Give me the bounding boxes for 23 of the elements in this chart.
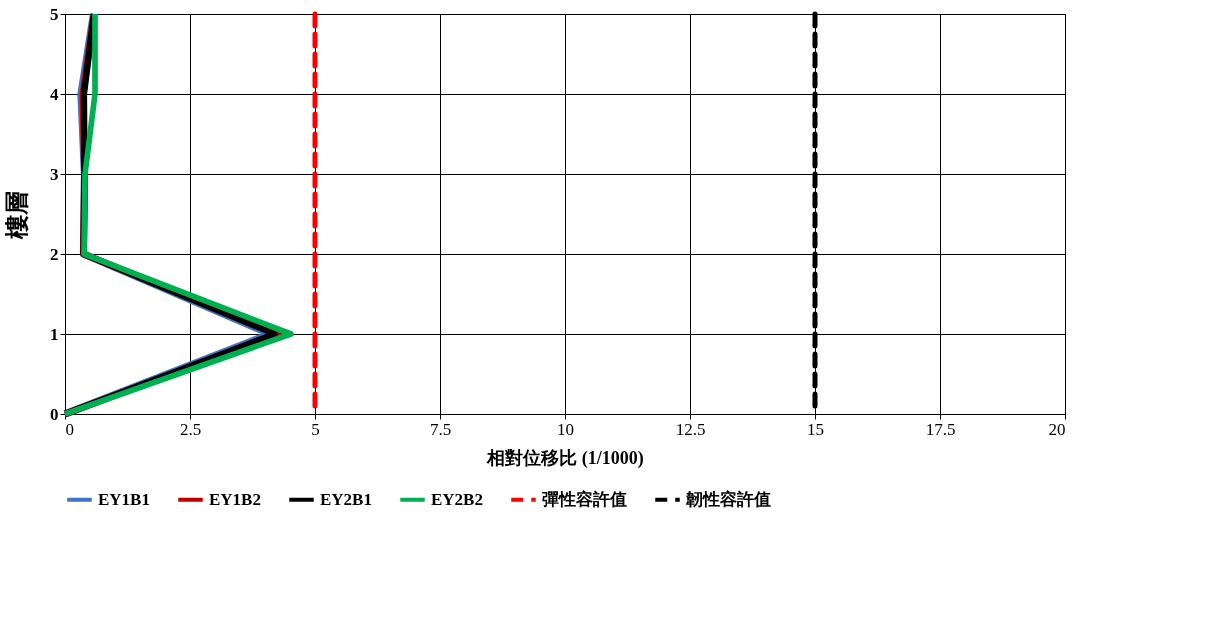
y-tick-label: 4	[50, 84, 59, 104]
x-tick-label: 20	[1048, 419, 1066, 439]
y-tick-label: 2	[50, 244, 59, 264]
legend-label: 韌性容許值	[685, 489, 771, 509]
x-tick-label: 12.5	[675, 419, 706, 439]
x-tick-label: 7.5	[429, 419, 452, 439]
x-tick-label: 5	[311, 419, 320, 439]
legend-label: EY2B2	[431, 489, 483, 509]
legend-label: EY2B1	[320, 489, 372, 509]
x-tick-label: 15	[807, 419, 824, 439]
y-axis-title: 樓層	[4, 190, 30, 240]
x-tick-label: 0	[65, 419, 74, 439]
x-axis-title: 相對位移比 (1/1000)	[486, 447, 644, 469]
y-tick-label: 0	[50, 404, 59, 424]
legend-label: 彈性容許值	[542, 489, 627, 509]
y-tick-label: 1	[50, 324, 59, 344]
legend-label: EY1B1	[98, 489, 150, 509]
y-tick-label: 5	[50, 4, 59, 24]
legend-label: EY1B2	[209, 489, 261, 509]
x-tick-label: 17.5	[925, 419, 956, 439]
x-tick-label: 2.5	[179, 419, 202, 439]
y-tick-label: 3	[50, 164, 59, 184]
x-tick-label: 10	[557, 419, 574, 439]
